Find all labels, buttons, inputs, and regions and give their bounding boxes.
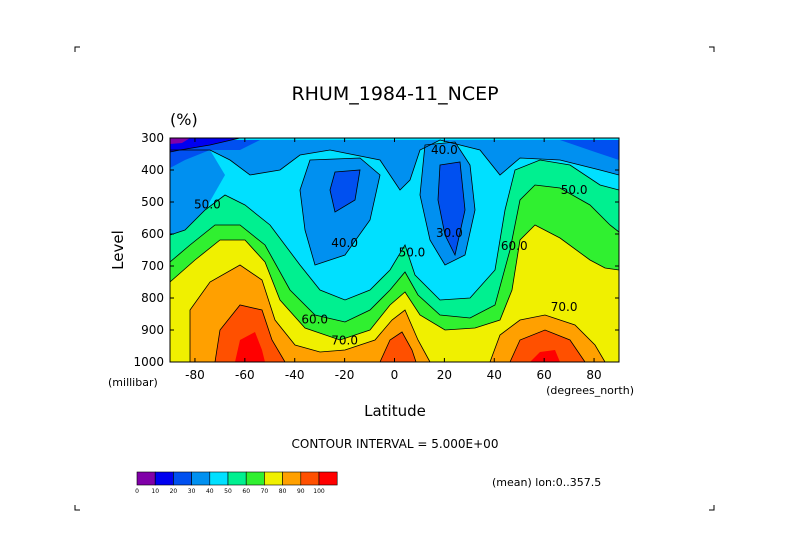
colorbar-swatch	[173, 471, 192, 486]
y-tick-label: 1000	[133, 355, 164, 369]
colorbar-swatch	[154, 471, 174, 486]
y-tick-label: 500	[141, 195, 164, 209]
x-tick-label: -40	[285, 368, 305, 382]
y-tick-label: 900	[141, 323, 164, 337]
y-tick-label: 300	[141, 131, 164, 145]
x-tick-label: 40	[487, 368, 502, 382]
x-axis: -80 -60 -40 -20 0 20 40 60 80	[185, 138, 602, 382]
x-tick-label: -60	[235, 368, 255, 382]
contour-label: 50.0	[194, 197, 221, 211]
colorbar-swatch	[191, 471, 211, 486]
colorbar-tick-label: 0	[135, 488, 139, 495]
contour-label: 60.0	[301, 313, 328, 327]
colorbar-swatch	[245, 471, 265, 486]
colorbar-tick-label: 30	[188, 488, 196, 495]
colorbar-tick-label: 20	[170, 488, 178, 495]
contour-interval-text: CONTOUR INTERVAL = 5.000E+00	[292, 437, 499, 451]
x-tick-label: -20	[335, 368, 355, 382]
colorbar-swatch	[264, 471, 283, 486]
colorbar-swatch	[136, 471, 156, 486]
colorbar-tick-label: 90	[297, 488, 305, 495]
contour-label: 70.0	[331, 333, 358, 347]
y-tick-label: 700	[141, 259, 164, 273]
corner-marks	[74, 46, 715, 511]
contour-fill	[170, 138, 619, 362]
colorbar-swatch	[227, 471, 247, 486]
colorbar-tick-label: 70	[261, 488, 269, 495]
contour-label: 50.0	[561, 183, 588, 197]
x-tick-label: 0	[391, 368, 399, 382]
contour-label: 60.0	[501, 239, 528, 253]
x-tick-label: 80	[586, 368, 601, 382]
contour-label: 50.0	[399, 245, 426, 259]
colorbar-swatch	[318, 471, 338, 486]
x-tick-label: -80	[185, 368, 205, 382]
colorbar-tick-label: 80	[279, 488, 287, 495]
colorbar-tick-label: 100	[313, 488, 325, 495]
colorbar-tick-label: 10	[151, 488, 159, 495]
x-tick-label: 20	[437, 368, 452, 382]
contour-label: 30.0	[436, 226, 463, 240]
contour-label: 70.0	[551, 300, 578, 314]
y-tick-label: 800	[141, 291, 164, 305]
colorbar: 0 10 20 30 40 50 60 70 80 90 100	[135, 471, 338, 495]
y-units-label: (millibar)	[108, 376, 158, 389]
contour-label: 40.0	[331, 236, 358, 250]
colorbar-swatch	[209, 471, 229, 486]
contour-labels: 40.040.030.050.050.050.060.060.070.070.0	[194, 143, 587, 347]
colorbar-swatch	[282, 471, 302, 486]
x-units-label: (degrees_north)	[546, 384, 634, 397]
mean-text: (mean) lon:0..357.5	[492, 476, 601, 489]
colorbar-swatch	[300, 471, 320, 486]
contour-label: 40.0	[431, 143, 458, 157]
chart-title: RHUM_1984-11_NCEP	[291, 83, 498, 105]
y-tick-label: 400	[141, 163, 164, 177]
y-axis-label: Level	[109, 230, 127, 270]
x-tick-label: 60	[537, 368, 552, 382]
colorbar-tick-label: 40	[206, 488, 214, 495]
y-tick-label: 600	[141, 227, 164, 241]
colorbar-tick-label: 50	[224, 488, 232, 495]
colorbar-tick-label: 60	[242, 488, 250, 495]
y-axis: 300 400 500 600 700 800 900 1000	[133, 131, 619, 369]
units-label: (%)	[170, 110, 198, 129]
x-axis-label: Latitude	[364, 402, 426, 420]
